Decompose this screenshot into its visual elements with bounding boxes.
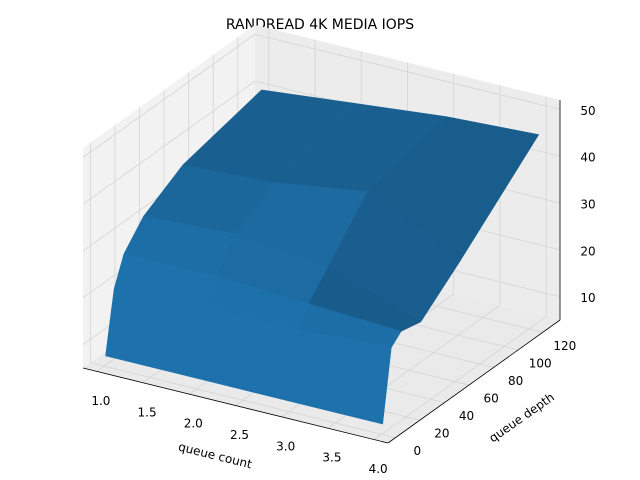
x-tick-label: 2.0 [184, 417, 203, 431]
axis-line [82, 367, 389, 444]
grid-line [82, 80, 256, 205]
x-tick-label: 2.5 [230, 428, 249, 442]
z-tick-label: 20 [580, 244, 595, 258]
x-tick-label: 1.5 [138, 405, 157, 419]
grid-line [82, 34, 256, 158]
grid-line [90, 362, 396, 439]
x-tick-label: 1.0 [91, 394, 110, 408]
surface-face [290, 329, 392, 425]
y-tick-label: 0 [414, 444, 422, 458]
chart-title: RANDREAD 4K MEDIA IOPS [226, 17, 414, 33]
grid-line [373, 316, 547, 440]
z-tick-label: 30 [580, 197, 595, 211]
z-tick-label: 50 [580, 104, 595, 118]
x-axis-label: queue count [177, 440, 254, 472]
axis-line [387, 319, 561, 444]
z-tick-label: 40 [580, 151, 595, 165]
y-tick-label: 80 [508, 374, 523, 388]
y-tick-label: 60 [483, 392, 498, 406]
x-tick-label: 4.0 [369, 462, 388, 476]
x-tick-label: 3.5 [322, 451, 341, 465]
y-tick-label: 40 [459, 409, 474, 423]
grid-line [254, 33, 561, 110]
x-tick-label: 3.0 [276, 439, 295, 453]
y-tick-label: 20 [434, 427, 449, 441]
y-tick-label: 120 [553, 339, 576, 353]
z-tick-label: 10 [580, 291, 595, 305]
y-tick-label: 100 [529, 356, 552, 370]
